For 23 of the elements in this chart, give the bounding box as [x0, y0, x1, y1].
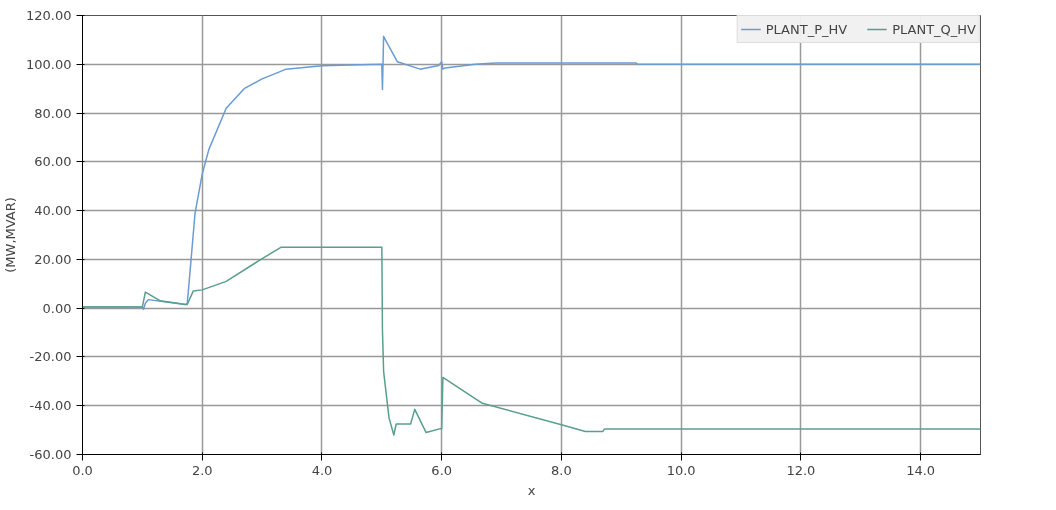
y-tick-label: 60.00 [34, 154, 72, 170]
x-tick-label: 8.0 [551, 462, 572, 478]
y-tick-label: 80.00 [34, 105, 72, 121]
y-tick-label: 0.00 [42, 300, 72, 316]
y-axis-title: (MW,MVAR) [3, 197, 19, 273]
legend-label: PLANT_Q_HV [892, 21, 976, 37]
line-series [82, 246, 981, 436]
y-tick-label: 100.00 [26, 56, 72, 72]
x-tick-label: 6.0 [431, 462, 453, 478]
legend-label: PLANT_P_HV [765, 21, 848, 37]
x-tick-label: 4.0 [311, 462, 333, 478]
x-tick-label: 0.0 [72, 462, 93, 478]
y-tick-label: 20.00 [34, 251, 72, 267]
y-tick-label: 40.00 [34, 203, 72, 219]
x-axis-title: x [527, 482, 536, 498]
x-tick-label: 12.0 [786, 462, 816, 478]
y-tick-label: -40.00 [29, 398, 72, 414]
x-tick-label: 14.0 [906, 462, 936, 478]
y-tick-label: -20.00 [29, 349, 72, 365]
y-tick-label: 120.00 [26, 8, 72, 23]
x-tick-label: 2.0 [191, 462, 213, 478]
y-tick-label: -60.00 [29, 447, 72, 462]
x-tick-label: 10.0 [666, 462, 696, 478]
